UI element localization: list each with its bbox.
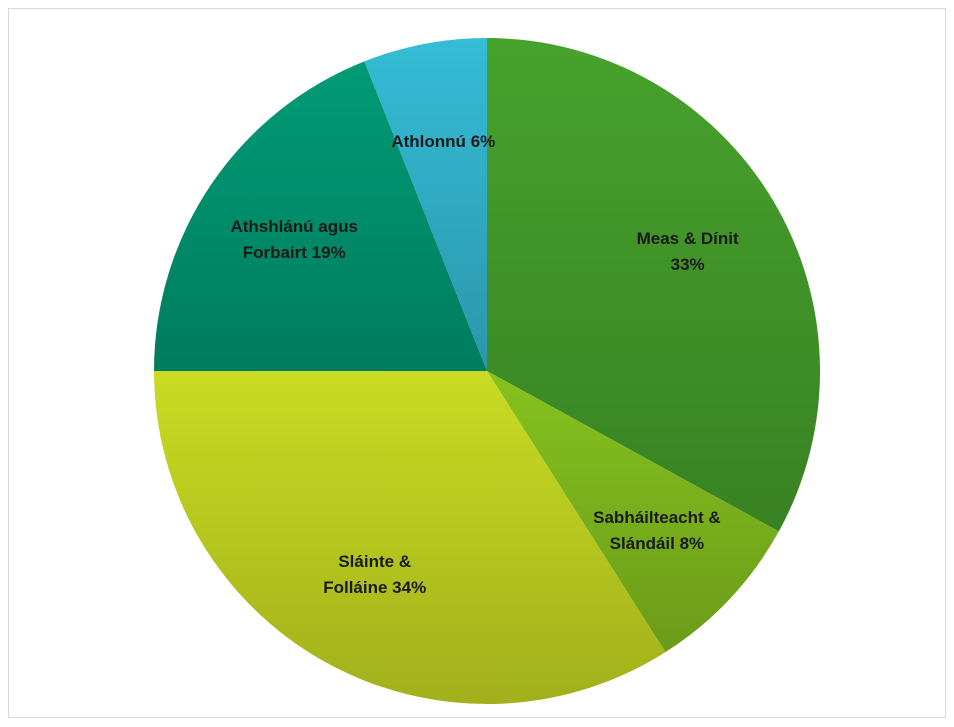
pie-slice-shade <box>487 371 779 653</box>
slice-label: Athshlánú agus Forbairt 19% <box>228 214 360 266</box>
slice-label: Sabháilteacht & Slándáil 8% <box>591 505 723 557</box>
pie-slice-shade <box>487 38 820 532</box>
slice-category: Athshlánú agus Forbairt <box>230 216 358 262</box>
pie-slice-shade <box>154 61 487 371</box>
slice-category: Sabháilteacht & Slándáil <box>593 507 721 553</box>
chart-frame <box>8 8 946 718</box>
slice-label: Sláinte & Folláine 34% <box>309 549 441 601</box>
pie-slice-shade <box>154 371 666 704</box>
slice-category: Sláinte & Folláine <box>323 552 412 598</box>
slice-value: 6% <box>470 132 496 152</box>
slice-value: 34% <box>392 578 427 598</box>
slice-value: 33% <box>670 255 705 275</box>
slice-label: Meas & Dínit 33% <box>622 226 754 278</box>
slice-category: Athlonnú <box>391 132 466 152</box>
slice-label: Athlonnú 6% <box>377 129 509 155</box>
slice-value: 8% <box>679 533 705 553</box>
slice-category: Meas & Dínit <box>636 229 739 249</box>
slice-value: 19% <box>311 242 346 262</box>
pie-slice-shade <box>364 38 487 371</box>
